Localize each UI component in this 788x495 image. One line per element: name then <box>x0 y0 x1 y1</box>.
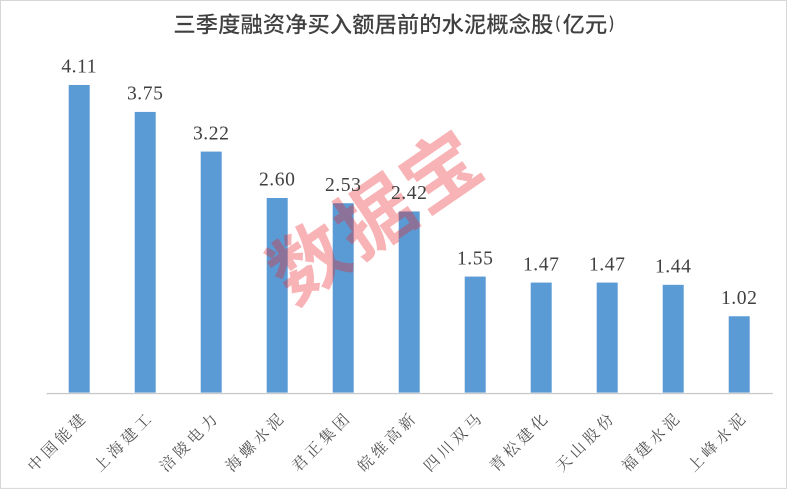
svg-text:1.47: 1.47 <box>523 254 560 275</box>
svg-text:1.55: 1.55 <box>457 248 494 269</box>
svg-text:1.47: 1.47 <box>589 254 626 275</box>
svg-text:4.11: 4.11 <box>61 57 97 78</box>
svg-text:1.02: 1.02 <box>721 288 758 309</box>
svg-text:2.53: 2.53 <box>325 175 362 196</box>
svg-text:3.75: 3.75 <box>127 84 164 105</box>
svg-text:2.60: 2.60 <box>259 170 296 191</box>
svg-text:2.42: 2.42 <box>391 183 428 204</box>
svg-text:3.22: 3.22 <box>193 123 230 144</box>
svg-text:1.44: 1.44 <box>655 257 692 278</box>
